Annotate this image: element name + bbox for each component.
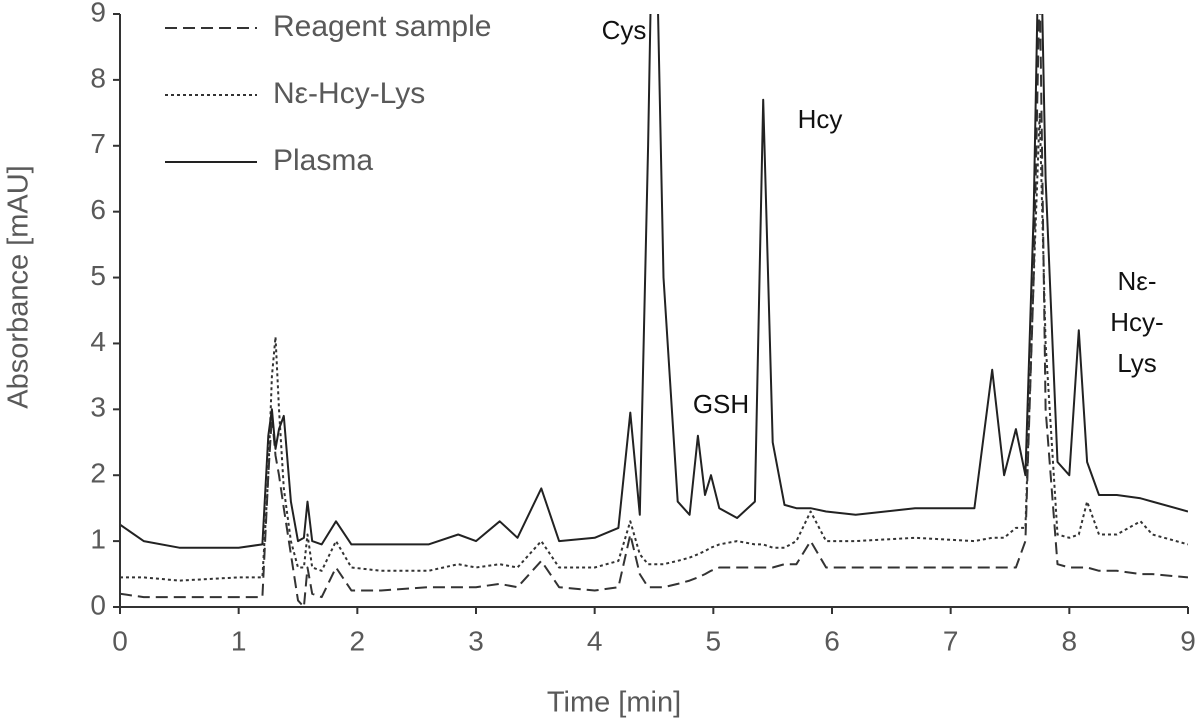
- x-tick-label: 9: [1180, 625, 1196, 656]
- y-tick-label: 8: [90, 62, 106, 93]
- y-axis-title: Absorbance [mAU]: [3, 165, 35, 408]
- y-tick-label: 5: [90, 260, 106, 291]
- y-tick-label: 6: [90, 194, 106, 225]
- y-tick-label: 3: [90, 392, 106, 423]
- x-tick-label: 6: [824, 625, 840, 656]
- series-line: [120, 111, 1188, 582]
- plot-area: [120, 14, 1188, 607]
- x-tick-label: 3: [468, 625, 484, 656]
- series-line: [120, 14, 1188, 607]
- y-tick-label: 4: [90, 326, 106, 357]
- y-tick-label: 2: [90, 458, 106, 489]
- x-axis-title: Time [min]: [547, 687, 681, 719]
- legend-label: Nε-Hcy-Lys: [273, 77, 425, 110]
- x-tick-label: 8: [1062, 625, 1078, 656]
- y-tick-label: 1: [90, 524, 106, 555]
- y-tick-label: 7: [90, 128, 106, 159]
- peak-annotation: Nε-: [1117, 266, 1156, 296]
- peak-annotation: Hcy-: [1110, 307, 1163, 337]
- x-tick-label: 2: [350, 625, 366, 656]
- x-tick-label: 5: [706, 625, 722, 656]
- peak-annotation: GSH: [693, 389, 749, 419]
- legend-label: Plasma: [273, 144, 373, 177]
- peak-annotation: Lys: [1117, 348, 1157, 378]
- x-tick-label: 4: [587, 625, 603, 656]
- x-tick-label: 0: [112, 625, 128, 656]
- x-tick-label: 7: [943, 625, 959, 656]
- y-tick-label: 0: [90, 589, 106, 620]
- peak-annotation: Cys: [602, 15, 647, 45]
- legend-label: Reagent sample: [273, 10, 491, 43]
- peak-annotation: Hcy: [798, 104, 843, 134]
- x-tick-label: 1: [231, 625, 247, 656]
- series-line: [120, 14, 1188, 549]
- y-tick-label: 9: [90, 0, 106, 27]
